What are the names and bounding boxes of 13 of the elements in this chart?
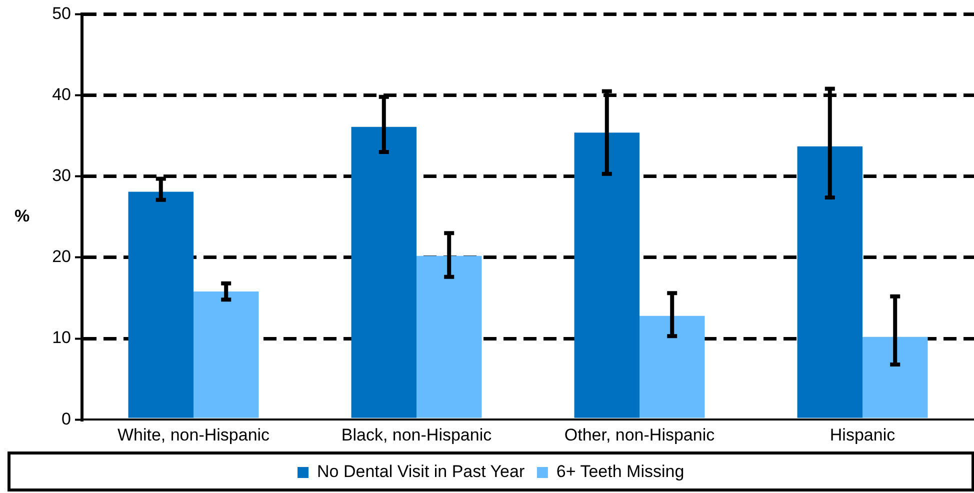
- y-tick-label: 20: [52, 247, 71, 266]
- y-tick-label: 30: [52, 166, 71, 186]
- x-tick-label: White, non-Hispanic: [117, 425, 270, 444]
- y-tick-label: 50: [52, 4, 71, 23]
- y-tick-label: 10: [52, 328, 71, 348]
- y-tick-label: 0: [62, 409, 71, 428]
- x-tick-label: Black, non-Hispanic: [341, 425, 492, 444]
- x-tick-label: Hispanic: [830, 425, 896, 444]
- y-axis-title: %: [14, 206, 30, 226]
- y-tick-label: 40: [52, 84, 71, 104]
- legend-label: No Dental Visit in Past Year: [317, 462, 525, 482]
- x-tick-label: Other, non-Hispanic: [564, 425, 716, 444]
- legend-label: 6+ Teeth Missing: [556, 462, 684, 482]
